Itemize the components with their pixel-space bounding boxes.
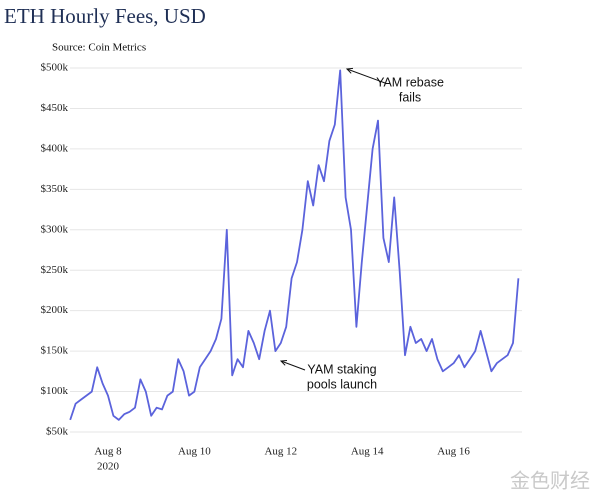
- annotation-text: pools launch: [307, 377, 377, 391]
- x-tick-label: Aug 16: [437, 446, 470, 458]
- y-tick-label: $150k: [41, 345, 69, 357]
- chart-title: ETH Hourly Fees, USD: [4, 4, 206, 28]
- y-tick-label: $500k: [41, 62, 69, 74]
- annotation-arrowhead: [279, 359, 288, 366]
- y-tick-label: $300k: [41, 223, 69, 235]
- y-tick-label: $200k: [41, 304, 69, 316]
- y-tick-label: $400k: [41, 142, 69, 154]
- chart-subtitle: Source: Coin Metrics: [52, 42, 146, 54]
- x-year-label: 2020: [97, 461, 120, 473]
- annotation-text: YAM staking: [307, 362, 376, 376]
- x-tick-label: Aug 10: [178, 446, 211, 458]
- x-tick-label: Aug 12: [264, 446, 297, 458]
- y-tick-label: $50k: [46, 426, 69, 438]
- y-tick-label: $100k: [41, 385, 69, 397]
- annotation-arrow: [346, 68, 386, 84]
- x-tick-label: Aug 8: [94, 446, 122, 458]
- y-tick-label: $450k: [41, 102, 69, 114]
- y-tick-label: $350k: [41, 183, 69, 195]
- annotation-text: YAM rebase: [376, 75, 444, 89]
- annotation-arrow: [280, 360, 306, 371]
- x-tick-label: Aug 14: [351, 446, 384, 458]
- annotation-arrowhead: [345, 67, 354, 74]
- line: [69, 69, 520, 421]
- annotation-text: fails: [399, 90, 421, 104]
- watermark: 金色财经: [510, 469, 590, 492]
- y-tick-label: $250k: [41, 264, 69, 276]
